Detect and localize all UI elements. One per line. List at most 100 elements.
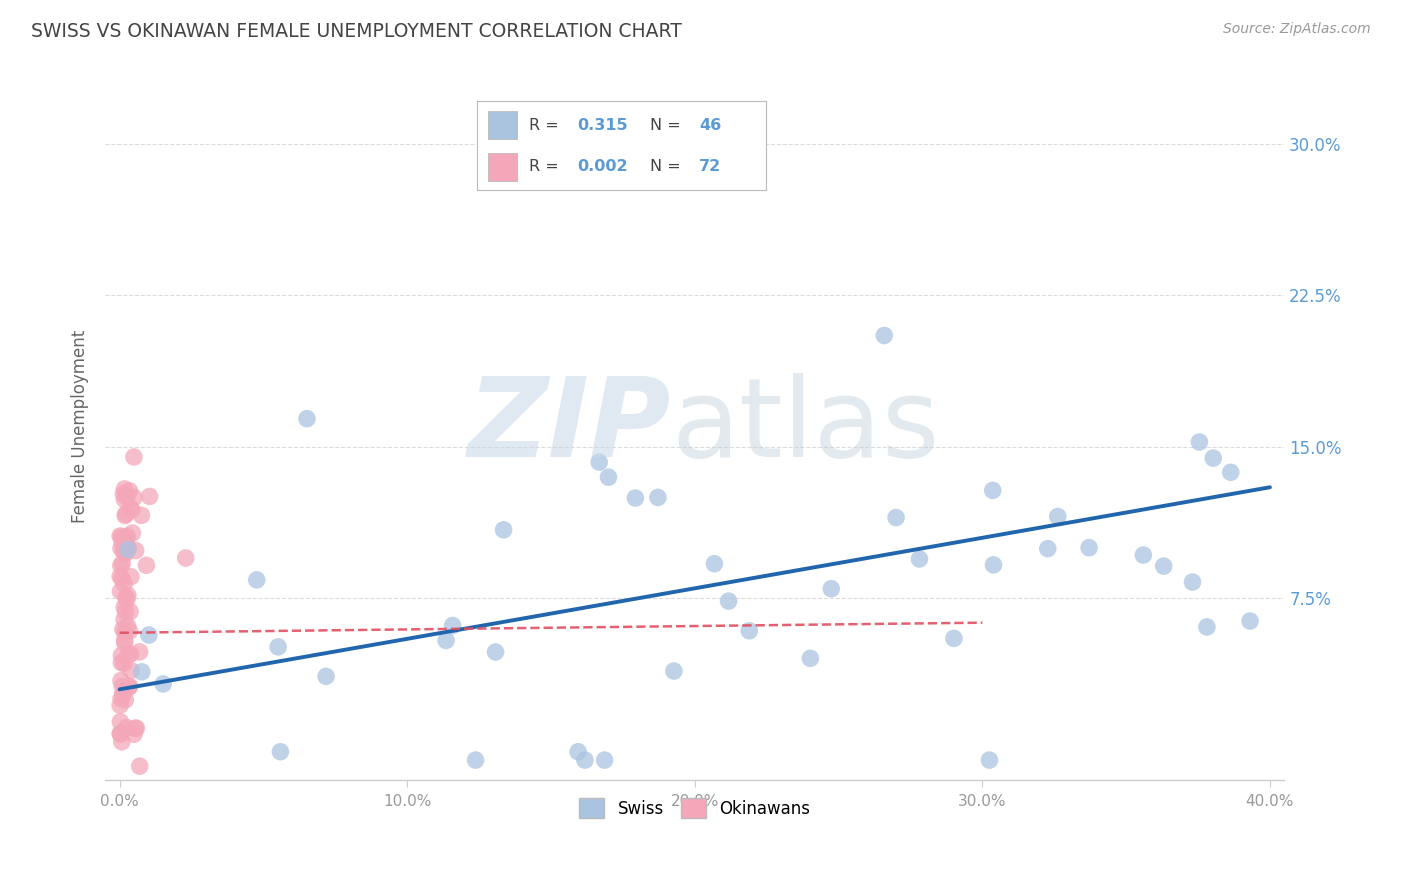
Point [115, 721, 138, 735]
Point [110, 648, 132, 663]
Point [697, 146, 720, 161]
Point [115, 529, 138, 543]
Point [1046, 509, 1069, 524]
Point [115, 593, 138, 607]
Point [110, 714, 132, 729]
Point [942, 632, 965, 646]
Point [112, 487, 135, 501]
Point [138, 490, 160, 504]
Point [110, 673, 132, 688]
Point [124, 543, 146, 558]
Point [1239, 614, 1261, 628]
Point [1195, 620, 1218, 634]
Point [118, 679, 141, 693]
Point [1188, 435, 1211, 450]
Point [120, 605, 142, 619]
Point [117, 542, 139, 557]
Point [1036, 541, 1059, 556]
Point [117, 648, 139, 662]
Point [799, 651, 821, 665]
Point [120, 570, 142, 584]
Point [110, 530, 132, 544]
Point [1153, 559, 1175, 574]
Point [115, 530, 138, 544]
Point [114, 508, 136, 523]
Point [574, 753, 596, 767]
Point [484, 645, 506, 659]
Point [131, 665, 153, 679]
Point [441, 618, 464, 632]
Point [111, 623, 134, 637]
Point [979, 753, 1001, 767]
Point [884, 510, 907, 524]
Text: SWISS VS OKINAWAN FEMALE UNEMPLOYMENT CORRELATION CHART: SWISS VS OKINAWAN FEMALE UNEMPLOYMENT CO… [31, 22, 682, 41]
Point [110, 656, 132, 670]
Point [118, 680, 141, 694]
Text: ZIP: ZIP [468, 373, 671, 480]
Point [1132, 548, 1154, 562]
Point [128, 645, 150, 659]
Point [120, 500, 142, 515]
Point [112, 492, 135, 507]
Point [131, 508, 153, 523]
Point [1181, 575, 1204, 590]
Point [112, 600, 135, 615]
Point [267, 640, 290, 654]
Point [111, 680, 134, 694]
Point [111, 557, 134, 571]
Point [873, 328, 896, 343]
Point [124, 721, 146, 735]
Point [110, 558, 132, 573]
Point [108, 529, 131, 543]
Point [111, 735, 134, 749]
Point [117, 588, 139, 602]
Point [110, 726, 132, 740]
Point [115, 490, 138, 504]
Point [112, 544, 135, 558]
Point [820, 582, 842, 596]
Point [647, 491, 669, 505]
Point [112, 657, 135, 671]
Point [112, 531, 135, 545]
Point [1078, 541, 1101, 555]
Point [121, 502, 143, 516]
Point [567, 745, 589, 759]
Point [111, 535, 134, 549]
Point [110, 727, 132, 741]
Point [117, 619, 139, 633]
Point [492, 523, 515, 537]
Point [112, 613, 135, 627]
Point [108, 698, 131, 713]
Point [114, 632, 136, 647]
Point [122, 450, 145, 464]
Point [1202, 451, 1225, 466]
Point [111, 572, 134, 586]
Point [662, 664, 685, 678]
Point [118, 483, 141, 498]
Point [269, 745, 291, 759]
Point [983, 558, 1005, 572]
Point [114, 605, 136, 619]
Point [112, 685, 135, 699]
Point [246, 573, 269, 587]
Point [135, 558, 157, 573]
Point [315, 669, 337, 683]
Point [703, 557, 725, 571]
Point [114, 624, 136, 639]
Point [122, 727, 145, 741]
Point [120, 647, 142, 661]
Point [110, 691, 132, 706]
Point [981, 483, 1004, 498]
Point [908, 552, 931, 566]
Point [111, 688, 134, 702]
Point [120, 664, 142, 678]
Point [114, 546, 136, 560]
Point [138, 628, 160, 642]
Point [174, 551, 197, 566]
Point [110, 541, 132, 556]
Point [738, 624, 761, 638]
Point [112, 576, 135, 591]
Legend: Swiss, Okinawans: Swiss, Okinawans [572, 791, 817, 825]
Point [152, 677, 174, 691]
Point [598, 470, 620, 484]
